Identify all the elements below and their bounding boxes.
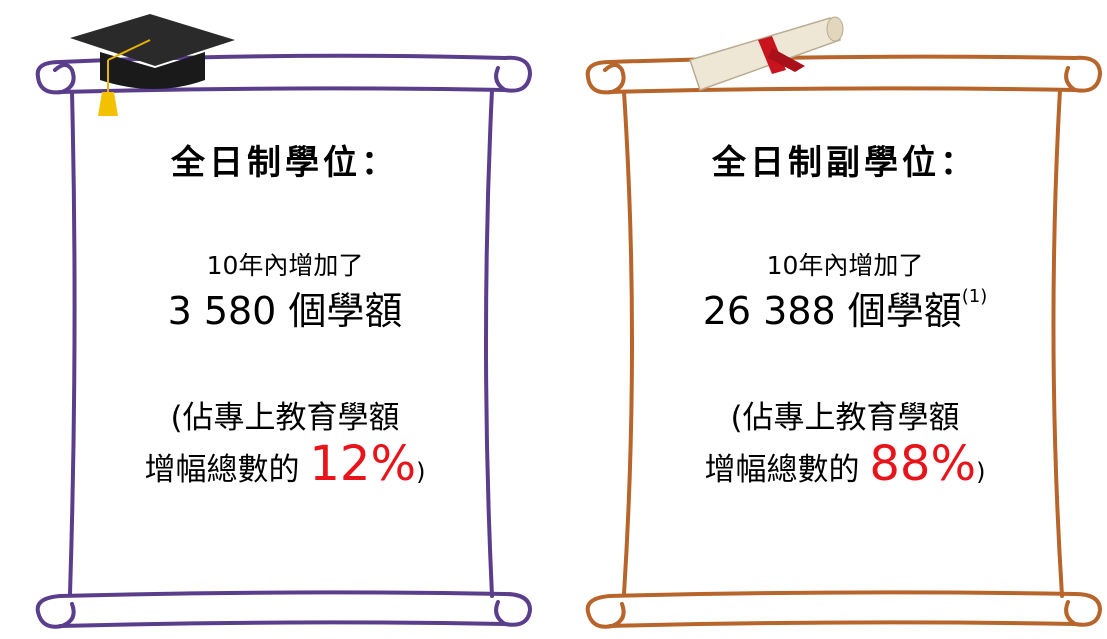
scroll-left <box>35 53 533 629</box>
share-prefix: 增幅總數的 <box>144 452 300 488</box>
scroll-right <box>585 54 1103 629</box>
share-percent: 88% <box>869 436 977 492</box>
share-suffix: ) <box>976 458 986 486</box>
share-suffix: ) <box>416 458 426 486</box>
places: 26 388 個學額(1) <box>635 280 1055 335</box>
places-text: 26 388 個學額 <box>702 289 962 333</box>
footnote-mark: (1) <box>961 286 988 307</box>
places: 3 580 個學額 <box>75 280 495 335</box>
panel-title: 全日制學位： <box>171 143 399 183</box>
share-line: 增幅總數的 88%) <box>635 436 1055 492</box>
share-line: (佔專上教育學額 <box>170 400 400 436</box>
share-line: (佔專上教育學額 <box>730 400 960 436</box>
diploma <box>689 16 844 91</box>
places-text: 3 580 個學額 <box>167 289 403 333</box>
share-percent: 12% <box>309 436 417 492</box>
graduation-cap <box>70 14 235 116</box>
intro: 10年內增加了 <box>766 251 924 280</box>
intro: 10年內增加了 <box>206 251 364 280</box>
share-line: 增幅總數的 12%) <box>75 436 495 492</box>
share-prefix: 增幅總數的 <box>704 452 860 488</box>
panel-title: 全日制副學位： <box>712 143 978 183</box>
